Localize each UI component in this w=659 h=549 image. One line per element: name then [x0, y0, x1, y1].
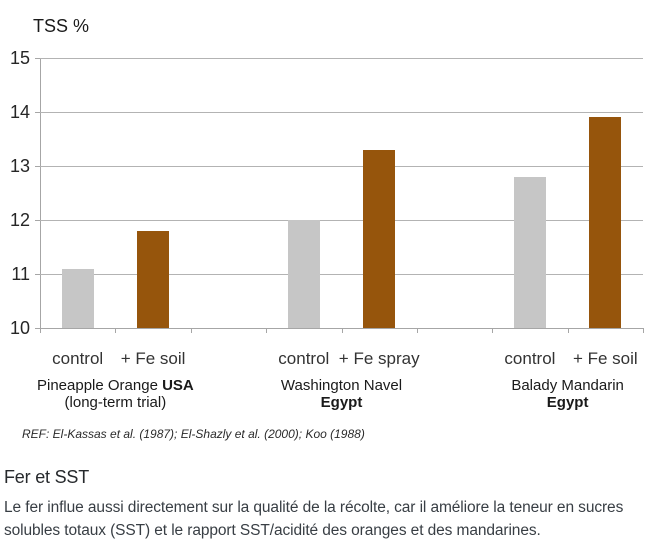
bar-label: control [278, 349, 330, 368]
bar [137, 230, 170, 328]
group-label-line2: Egypt [320, 394, 363, 411]
bar-label: control [504, 349, 556, 368]
group-label: Balady Mandarin Egypt [511, 377, 624, 411]
chart-title: TSS % [33, 16, 90, 36]
gridline [40, 112, 643, 113]
group-label: Washington Navel Egypt [281, 377, 402, 411]
group-label-line2: (long-term trial) [64, 394, 167, 411]
bar [513, 176, 546, 328]
y-tick [35, 112, 40, 113]
gridline [40, 220, 643, 221]
y-axis-label: 11 [11, 264, 30, 284]
y-tick [35, 274, 40, 275]
y-tick [35, 58, 40, 59]
x-tick [492, 328, 494, 333]
group-label-line1: Pineapple Orange USA [36, 377, 194, 394]
x-tick [115, 328, 117, 333]
y-axis-line [40, 58, 41, 328]
y-axis-label: 15 [9, 48, 30, 68]
gridline [40, 58, 643, 59]
bar-label: control [52, 349, 104, 368]
x-tick [643, 328, 644, 333]
group-label-line1: Washington Navel [280, 377, 403, 394]
article-heading: Fer et SST [4, 467, 90, 487]
bar-label: + Fe spray [338, 349, 420, 368]
gridline [40, 274, 643, 275]
group-label: Pineapple Orange USA (long-term trial) [37, 377, 194, 411]
references-note: REF: El-Kassas et al. (1987); El-Shazly … [22, 427, 365, 441]
group-label-line1: Balady Mandarin [511, 377, 624, 394]
y-tick [35, 328, 40, 329]
bar [287, 220, 320, 328]
x-tick [567, 328, 569, 333]
x-tick [40, 328, 41, 333]
group-label-line2: Egypt [546, 394, 589, 411]
y-tick [35, 220, 40, 221]
bar [589, 117, 622, 328]
y-axis-label: 13 [9, 156, 30, 176]
y-tick [35, 166, 40, 167]
gridline [40, 166, 643, 167]
bar [363, 149, 396, 328]
bar-label: + Fe soil [120, 349, 186, 368]
y-axis-label: 12 [9, 210, 30, 230]
x-tick [190, 328, 192, 333]
bar-label: + Fe soil [572, 349, 638, 368]
plot-area: 10 11 12 13 14 15 control + Fe soil Pineapple Or… [10, 49, 644, 411]
x-tick [266, 328, 268, 333]
article-body: Le fer influe aussi directement sur la q… [4, 499, 624, 539]
bar [61, 268, 94, 328]
x-tick [416, 328, 418, 333]
y-axis-label: 14 [9, 102, 30, 122]
y-axis-label: 10 [9, 318, 30, 338]
x-tick [341, 328, 343, 333]
